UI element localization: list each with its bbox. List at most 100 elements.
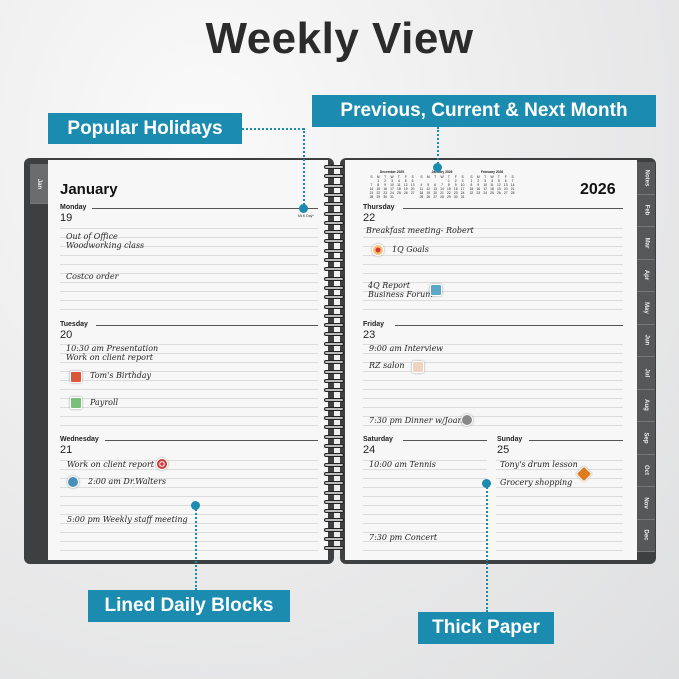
ruled-line xyxy=(496,487,623,488)
spiral-coil xyxy=(324,509,344,514)
tab-may[interactable]: May xyxy=(637,292,655,325)
tab-dec[interactable]: Dec xyxy=(637,519,655,552)
weekday-header: F xyxy=(454,175,457,179)
spiral-coil xyxy=(324,481,344,486)
planner-entry: 5:00 pm Weekly staff meeting xyxy=(67,515,188,524)
page-title: Weekly View xyxy=(205,14,474,63)
date-cell: 12 xyxy=(497,183,501,187)
tab-apr[interactable]: Apr xyxy=(637,259,655,292)
date-cell: 3 xyxy=(484,179,487,183)
ruled-line xyxy=(496,532,623,533)
spiral-coil xyxy=(324,202,344,207)
spiral-coil xyxy=(324,165,344,169)
day-number: 23 xyxy=(363,329,376,341)
ruled-line xyxy=(60,264,318,265)
ruled-line xyxy=(60,362,318,363)
callout-connector xyxy=(486,484,488,612)
ruled-line xyxy=(496,469,623,470)
stethoscope-sticker-icon xyxy=(67,476,79,488)
date-cell: 6 xyxy=(434,183,437,187)
weekday-header: T xyxy=(447,175,450,179)
date-cell xyxy=(409,195,416,199)
date-cell: 24 xyxy=(460,191,465,195)
spiral-coil xyxy=(324,378,344,383)
tab-notes[interactable]: Notes xyxy=(637,162,655,195)
ruled-line xyxy=(60,291,318,292)
spiral-coil xyxy=(324,295,344,300)
date-cell: 17 xyxy=(483,187,487,191)
ruled-line xyxy=(363,246,623,247)
week-row: 7 8 9 10 11 12 13 xyxy=(368,183,416,187)
spiral-coil xyxy=(324,211,344,216)
date-cell: 5 xyxy=(427,183,430,187)
ruled-line xyxy=(60,309,318,310)
spiral-coil xyxy=(324,388,344,393)
spiral-coil xyxy=(324,323,344,328)
spiral-coil xyxy=(324,527,344,532)
tab-mar[interactable]: Mar xyxy=(637,227,655,260)
date-cell: 28 xyxy=(440,195,444,199)
date-cell: 6 xyxy=(411,179,414,183)
date-cell: 18 xyxy=(419,191,424,195)
ruled-line xyxy=(363,478,487,479)
ruled-line xyxy=(363,541,487,542)
weekday-header: S xyxy=(370,175,373,179)
tab-jun[interactable]: Jun xyxy=(637,324,655,357)
day-name: Tuesday xyxy=(60,321,88,328)
week-row: 28 29 30 31 xyxy=(368,195,416,199)
ruled-line xyxy=(60,505,318,506)
spiral-coil xyxy=(324,276,344,281)
spiral-coil xyxy=(324,499,344,504)
ruled-line xyxy=(60,380,318,381)
tab-label: Nov xyxy=(643,497,649,509)
tab-nov[interactable]: Nov xyxy=(637,487,655,520)
spiral-coil xyxy=(324,434,344,439)
date-cell: 23 xyxy=(476,191,481,195)
date-cell: 10 xyxy=(483,183,487,187)
tab-jul[interactable]: Jul xyxy=(637,357,655,390)
tab-oct[interactable]: Oct xyxy=(637,454,655,487)
ruled-line xyxy=(363,532,487,533)
ruled-line xyxy=(363,344,623,345)
date-cell xyxy=(402,195,409,199)
ruled-line xyxy=(60,237,318,238)
callout-lined-daily-blocks: Lined Daily Blocks xyxy=(88,590,290,622)
dinner-sticker-icon xyxy=(461,414,473,426)
day-rule xyxy=(96,325,318,326)
callout-dot xyxy=(482,479,491,488)
spiral-coil xyxy=(324,537,344,541)
ruled-line xyxy=(60,532,318,533)
callout-connector xyxy=(195,506,197,590)
date-cell: 4 xyxy=(397,179,400,183)
tab-aug[interactable]: Aug xyxy=(637,389,655,422)
planner-entry: 7:30 pm Dinner w/Joan xyxy=(369,416,463,425)
day-rule xyxy=(91,208,318,209)
tab-feb[interactable]: Feb xyxy=(637,194,655,227)
tab-jan[interactable]: Jan xyxy=(30,164,48,204)
spiral-coil xyxy=(324,471,344,476)
planner-entry: 10:00 am Tennis xyxy=(369,460,436,469)
ruled-line xyxy=(363,228,623,229)
weekday-header: W xyxy=(390,175,394,179)
weekday-header: M xyxy=(426,175,430,179)
date-cell: 18 xyxy=(397,187,401,191)
date-cell: 11 xyxy=(419,187,424,191)
callout-dot xyxy=(299,204,308,213)
tab-sep[interactable]: Sep xyxy=(637,422,655,455)
date-cell: 31 xyxy=(460,195,465,199)
ruled-line xyxy=(60,487,318,488)
day-rule xyxy=(403,208,623,209)
day-name: Thursday xyxy=(363,204,395,211)
ruled-line xyxy=(496,523,623,524)
right-page xyxy=(345,160,637,560)
spiral-coil xyxy=(324,518,344,523)
planner-entry: Breakfast meeting- Robert xyxy=(366,226,474,235)
spiral-coil xyxy=(324,546,344,551)
mini-calendar-title: January 2026 xyxy=(431,170,453,174)
spiral-coil xyxy=(324,369,344,374)
ruled-line xyxy=(363,389,623,390)
ruled-line xyxy=(363,550,487,551)
ruled-line xyxy=(60,282,318,283)
